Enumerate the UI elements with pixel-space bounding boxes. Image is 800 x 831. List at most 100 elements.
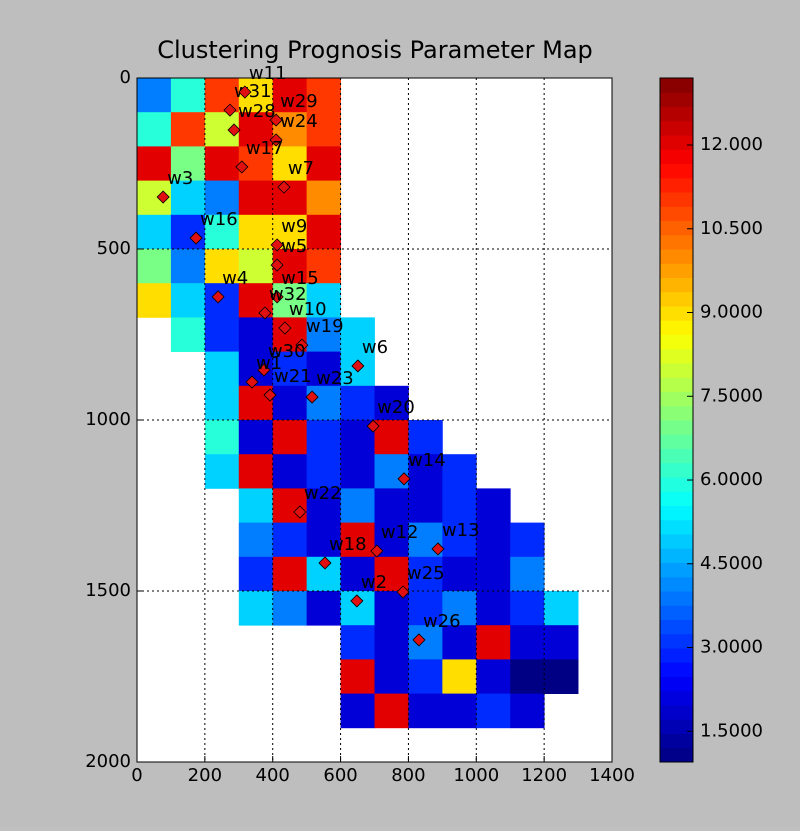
- well-label: w15: [281, 268, 319, 289]
- colorbar-segment: [660, 462, 693, 478]
- heatmap-cell: [340, 488, 375, 523]
- well-label: w13: [442, 520, 480, 541]
- well-marker: [257, 363, 271, 377]
- heatmap-cell: [408, 420, 443, 455]
- x-tick-label: 0: [131, 765, 142, 786]
- well-marker: [156, 190, 170, 204]
- heatmap-cell: [170, 317, 206, 352]
- heatmap-cell: [476, 591, 511, 626]
- heatmap-cell: [374, 659, 409, 694]
- colorbar-segment: [660, 234, 693, 250]
- colorbar-segment: [660, 420, 693, 435]
- well-marker: [370, 544, 384, 558]
- well-label: w10: [289, 299, 327, 320]
- colorbar-segment: [660, 605, 693, 620]
- heatmap-cell: [442, 556, 477, 592]
- heatmap-cell: [272, 454, 308, 489]
- well-marker: [351, 359, 365, 373]
- well-marker: [318, 556, 332, 570]
- colorbar-segment: [660, 78, 693, 93]
- well-marker: [412, 633, 426, 647]
- well-marker: [270, 238, 284, 252]
- heatmap-cell: [510, 659, 545, 694]
- heatmap-cell: [476, 693, 511, 729]
- colorbar-segment: [660, 576, 693, 592]
- well-marker: [350, 594, 364, 608]
- heatmap-cell: [442, 693, 477, 729]
- colorbar-segment: [660, 120, 693, 136]
- colorbar-segment: [660, 676, 693, 692]
- well-marker: [397, 472, 411, 486]
- heatmap-cell: [408, 591, 443, 626]
- colorbar-segment: [660, 548, 693, 563]
- well-marker: [211, 290, 225, 304]
- colorbar-segment: [660, 263, 693, 278]
- heatmap-cell: [306, 112, 341, 147]
- colorbar-segment: [660, 106, 693, 122]
- heatmap-cell: [272, 591, 308, 626]
- y-tick-label: 1000: [85, 409, 131, 430]
- heatmap-cell: [204, 283, 240, 318]
- well-label: w21: [274, 366, 312, 387]
- heatmap-cell: [408, 625, 443, 660]
- well-marker: [431, 542, 445, 556]
- y-tick-label: 0: [120, 67, 131, 88]
- well-marker: [295, 338, 309, 352]
- heatmap-cell: [442, 454, 477, 489]
- heatmap-cell: [238, 317, 274, 352]
- heatmap-cell: [238, 112, 274, 147]
- well-marker: [189, 231, 203, 245]
- heatmap-cell: [476, 556, 511, 592]
- well-marker: [270, 258, 284, 272]
- heatmap-cell: [137, 283, 172, 318]
- colorbar-segment: [660, 391, 693, 407]
- colorbar-segment: [660, 277, 693, 293]
- heatmap-cell: [238, 180, 274, 216]
- heatmap-cell: [204, 78, 240, 113]
- colorbar-segment: [660, 591, 693, 606]
- heatmap-cell: [374, 625, 409, 660]
- heatmap-cell: [306, 180, 341, 216]
- colorbar-segment: [660, 320, 693, 335]
- y-tick-label: 500: [97, 238, 131, 259]
- colorbar-segment: [660, 448, 693, 464]
- well-label: w5: [281, 236, 307, 257]
- well-label: w28: [238, 101, 276, 122]
- heatmap-cell: [204, 249, 240, 284]
- heatmap-cell: [442, 488, 477, 523]
- heatmap-cell: [272, 351, 308, 387]
- heatmap-cell: [272, 556, 308, 592]
- heatmap-cell: [544, 659, 579, 694]
- heatmap-cell: [272, 385, 308, 421]
- heatmap-cell: [170, 146, 206, 181]
- well-marker: [278, 321, 292, 335]
- heatmap-cell: [510, 522, 545, 558]
- colorbar-segment: [660, 135, 693, 150]
- colorbar-segment: [660, 192, 693, 207]
- heatmap-cell: [510, 693, 545, 729]
- colorbar-tick-label: 1.5000: [700, 720, 763, 741]
- heatmap-cell: [238, 214, 274, 250]
- heatmap-cell: [306, 249, 341, 284]
- x-tick-label: 1200: [521, 765, 567, 786]
- heatmap-cell: [238, 249, 274, 284]
- well-marker: [238, 85, 252, 99]
- heatmap-cell: [340, 454, 375, 489]
- heatmap-cell: [238, 522, 274, 558]
- heatmap-cell: [137, 214, 172, 250]
- colorbar-segment: [660, 206, 693, 221]
- heatmap-cell: [306, 146, 341, 181]
- well-label: w26: [423, 611, 461, 632]
- colorbar-segment: [660, 733, 693, 749]
- heatmap-cell: [272, 522, 308, 558]
- heatmap-cell: [306, 214, 341, 250]
- well-label: w2: [361, 572, 387, 593]
- heatmap-cell: [476, 522, 511, 558]
- heatmap-cell: [306, 351, 341, 387]
- well-label: w29: [280, 91, 318, 112]
- heatmap-cell: [137, 78, 172, 113]
- heatmap-cell: [204, 146, 240, 181]
- well-marker: [258, 306, 272, 320]
- well-label: w19: [306, 316, 344, 337]
- well-label: w17: [246, 138, 284, 159]
